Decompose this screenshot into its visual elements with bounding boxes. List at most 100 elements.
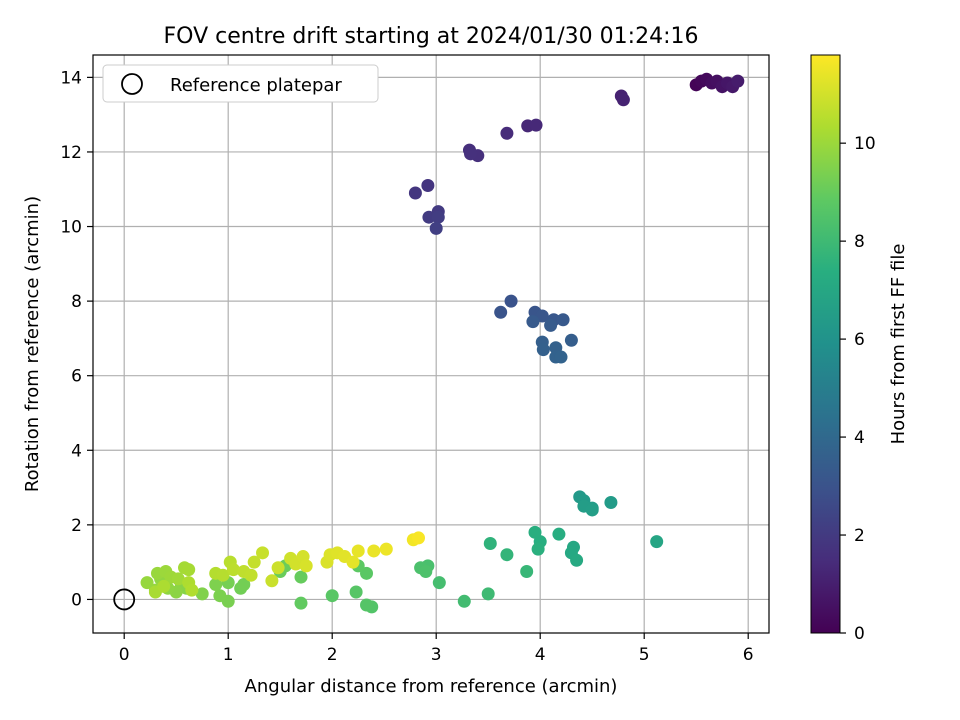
x-tick-label: 3 xyxy=(431,645,442,665)
y-tick-label: 14 xyxy=(60,68,82,88)
colorbar-tick-label: 8 xyxy=(854,232,865,252)
data-point xyxy=(457,594,471,608)
data-point xyxy=(419,564,433,578)
data-point xyxy=(529,118,543,132)
data-point xyxy=(346,555,360,569)
data-point xyxy=(528,525,542,539)
data-point xyxy=(237,578,251,592)
colorbar-label: Hours from first FF file xyxy=(888,244,909,445)
data-point xyxy=(564,333,578,347)
data-point xyxy=(216,568,230,582)
data-point xyxy=(379,542,393,556)
data-point xyxy=(367,544,381,558)
data-point xyxy=(171,572,185,586)
y-tick-label: 2 xyxy=(71,516,82,536)
data-point xyxy=(182,563,196,577)
x-tick-label: 2 xyxy=(327,645,338,665)
data-point xyxy=(209,578,223,592)
data-point xyxy=(554,350,568,364)
legend-box xyxy=(102,64,379,103)
colorbar-ticks: 0 2 4 6 8 10 xyxy=(840,134,876,644)
data-point xyxy=(432,576,446,590)
data-point xyxy=(464,147,478,161)
data-point xyxy=(412,531,426,545)
data-point xyxy=(536,343,550,357)
data-point xyxy=(604,495,618,509)
data-point xyxy=(429,221,443,235)
colorbar-tick-label: 0 xyxy=(854,624,865,644)
legend-marker xyxy=(121,73,143,95)
x-axis-ticks: 0 1 2 3 4 5 6 xyxy=(119,633,754,665)
data-point xyxy=(325,589,339,603)
data-point xyxy=(195,587,209,601)
data-point xyxy=(213,589,227,603)
data-point xyxy=(531,542,545,556)
data-point xyxy=(526,315,540,329)
x-tick-label: 4 xyxy=(535,645,546,665)
data-point xyxy=(265,574,279,588)
data-point xyxy=(247,555,261,569)
x-tick-label: 5 xyxy=(639,645,650,665)
data-point xyxy=(244,568,258,582)
data-point xyxy=(422,210,436,224)
data-point xyxy=(483,537,497,551)
grid-lines xyxy=(93,55,769,633)
data-point xyxy=(351,544,365,558)
data-point xyxy=(157,579,171,593)
x-tick-label: 0 xyxy=(119,645,130,665)
data-point xyxy=(494,305,508,319)
data-point xyxy=(360,566,374,580)
data-point xyxy=(500,126,514,140)
y-axis-label: Rotation from reference (arcmin) xyxy=(22,196,43,492)
data-point xyxy=(650,535,664,549)
data-point xyxy=(520,564,534,578)
chart-title: FOV centre drift starting at 2024/01/30 … xyxy=(164,24,699,49)
data-point xyxy=(140,576,154,590)
colorbar: 0 2 4 6 8 10 Hours from first FF file xyxy=(810,54,909,644)
y-tick-label: 10 xyxy=(60,218,82,238)
data-point xyxy=(256,546,270,560)
data-point xyxy=(226,563,240,577)
data-point xyxy=(431,210,445,224)
x-tick-label: 1 xyxy=(223,645,234,665)
data-point xyxy=(294,596,308,610)
y-axis-ticks: 0 2 4 6 8 10 12 14 xyxy=(60,68,93,610)
colorbar-tick-label: 4 xyxy=(854,428,865,448)
data-point xyxy=(421,179,435,193)
data-point xyxy=(585,503,599,517)
data-point xyxy=(500,548,514,562)
data-point xyxy=(504,294,518,308)
data-point xyxy=(556,313,570,327)
data-point xyxy=(360,598,374,612)
y-tick-label: 12 xyxy=(60,143,82,163)
data-point xyxy=(552,527,566,541)
data-point xyxy=(481,587,495,601)
colorbar-tick-label: 6 xyxy=(854,330,865,350)
y-tick-label: 8 xyxy=(71,292,82,312)
data-point xyxy=(570,553,584,567)
data-point xyxy=(294,570,308,584)
y-tick-label: 4 xyxy=(71,441,82,461)
data-point xyxy=(535,309,549,323)
x-tick-label: 6 xyxy=(743,645,754,665)
y-tick-label: 6 xyxy=(71,367,82,387)
colorbar-tick-label: 10 xyxy=(854,134,876,154)
data-point xyxy=(271,561,285,575)
data-point xyxy=(299,559,313,573)
data-point xyxy=(185,583,199,597)
data-point xyxy=(349,585,363,599)
data-point xyxy=(408,186,422,200)
data-point xyxy=(544,318,558,332)
data-point xyxy=(731,74,745,88)
reference-platepar-marker xyxy=(113,588,136,611)
legend: Reference platepar xyxy=(102,64,379,103)
plot-frame xyxy=(92,54,770,634)
legend-label: Reference platepar xyxy=(170,75,342,96)
data-point xyxy=(616,93,630,107)
x-axis-label: Angular distance from reference (arcmin) xyxy=(245,676,618,697)
colorbar-tick-label: 2 xyxy=(854,526,865,546)
data-points xyxy=(113,72,745,614)
colorbar-gradient xyxy=(810,54,841,634)
y-tick-label: 0 xyxy=(71,590,82,610)
